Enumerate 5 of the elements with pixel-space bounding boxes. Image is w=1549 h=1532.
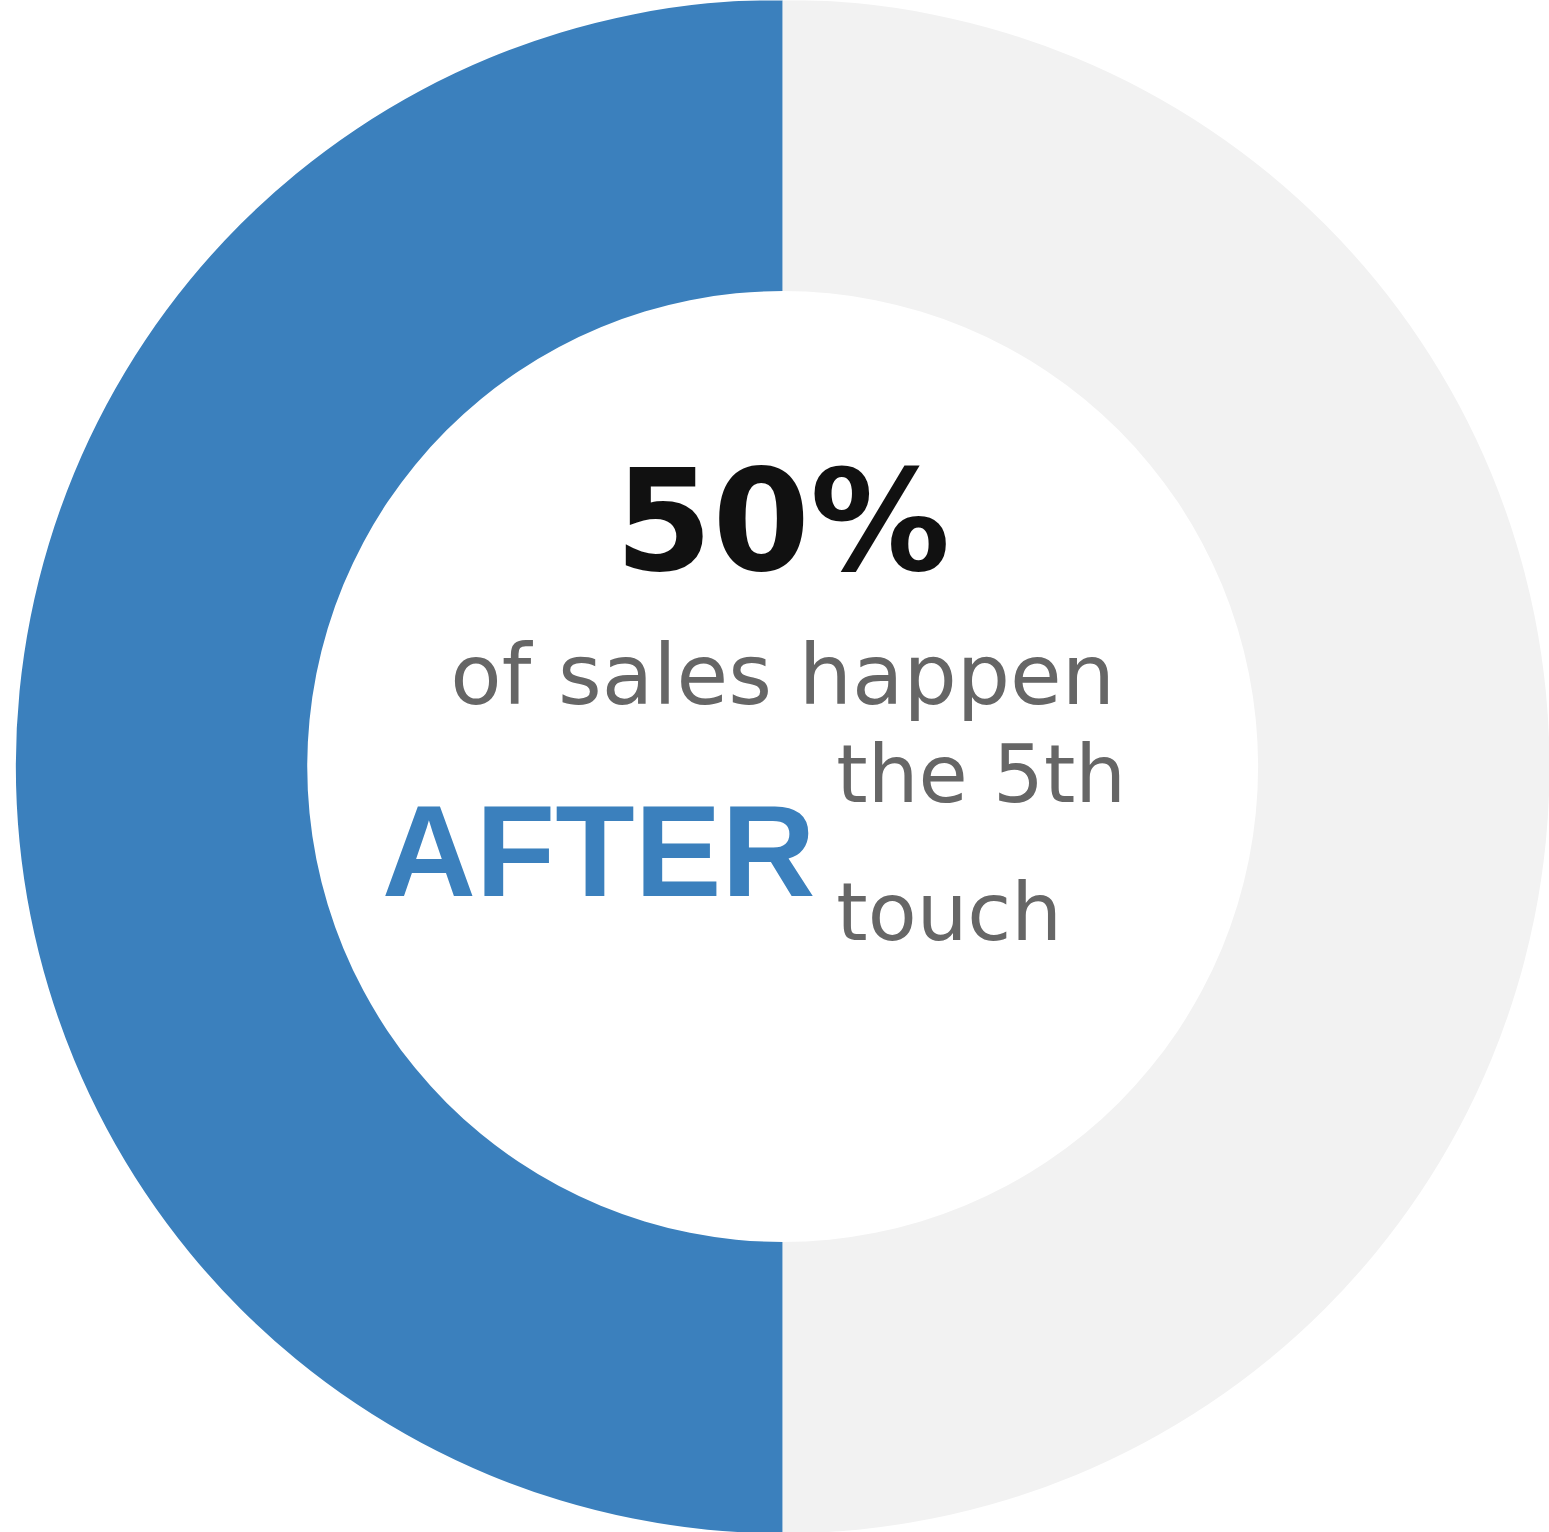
text: AFTER bbox=[381, 777, 816, 924]
text: of sales happen bbox=[450, 625, 1116, 724]
text: touch bbox=[836, 865, 1063, 959]
text: the 5th bbox=[836, 727, 1127, 821]
data-label: 50% bbox=[615, 439, 951, 603]
